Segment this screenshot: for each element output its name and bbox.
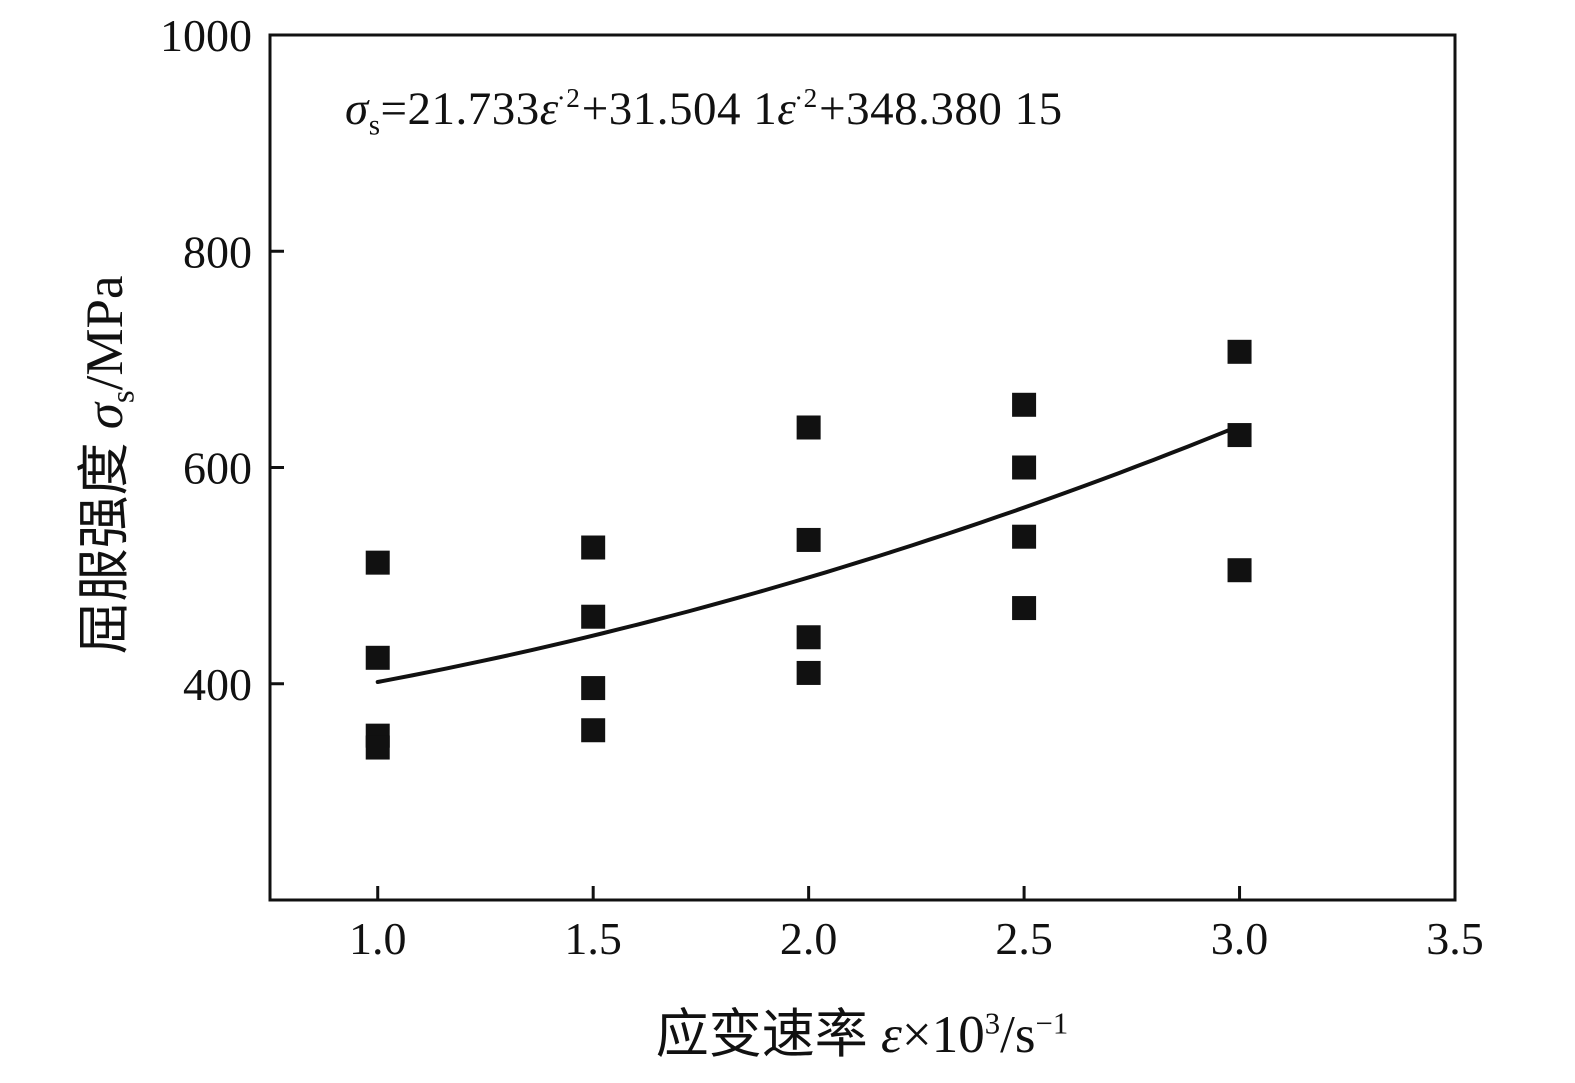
scatter-point — [796, 527, 821, 552]
scatter-point — [1227, 558, 1252, 583]
x-tick-label: 1.0 — [349, 913, 407, 964]
y-axis-unit: /MPa — [76, 275, 134, 391]
scatter-point — [581, 676, 606, 701]
x-axis-unit: /s — [1000, 1006, 1036, 1064]
x-tick-label: 3.5 — [1426, 913, 1484, 964]
x-tick-label: 3.0 — [1211, 913, 1269, 964]
y-axis-sigma: σ — [76, 403, 134, 430]
scatter-point — [365, 735, 390, 760]
y-tick-label: 800 — [183, 226, 252, 277]
scatter-point — [581, 604, 606, 629]
equation-epsilon-1-sup: ·2 — [556, 83, 581, 114]
y-axis-sigma-sub: s — [105, 390, 142, 404]
equation-term2: +31.504 1 — [581, 83, 778, 135]
scatter-point — [1012, 392, 1037, 417]
y-axis-label: 屈服强度 σs/MPa — [62, 275, 142, 655]
scatter-point — [1227, 423, 1252, 448]
y-tick-label: 1000 — [160, 10, 252, 61]
y-axis-label-text: 屈服强度 — [76, 429, 134, 655]
scatter-point — [365, 550, 390, 575]
x-tick-label: 1.5 — [564, 913, 622, 964]
equation-epsilon-2-sup: ·2 — [794, 83, 818, 114]
scatter-point — [1227, 339, 1252, 364]
scatter-point — [796, 415, 821, 440]
scatter-point — [365, 645, 390, 670]
equation-term3: +348.380 15 — [819, 83, 1063, 135]
scatter-point — [1012, 455, 1037, 480]
x-tick-label: 2.0 — [780, 913, 838, 964]
fit-equation: σs=21.733ε·2+31.504 1ε·2+348.380 15 — [345, 82, 1063, 140]
equation-epsilon-2: ε — [777, 83, 797, 135]
scatter-point — [796, 660, 821, 685]
equation-sigma-sub: s — [368, 109, 381, 142]
scatter-point — [581, 535, 606, 560]
x-axis-unit-exp: −1 — [1035, 1006, 1069, 1041]
equation-term1: =21.733 — [380, 83, 540, 135]
fit-curve — [375, 423, 1242, 684]
y-tick-label: 400 — [183, 659, 252, 710]
x-axis-epsilon: ε — [881, 1006, 902, 1064]
equation-sigma: σ — [345, 83, 369, 135]
x-axis-label: 应变速率 ε×103/s−1 — [656, 992, 1068, 1068]
x-tick-label: 2.5 — [995, 913, 1053, 964]
scatter-point — [581, 718, 606, 743]
equation-epsilon-1: ε — [539, 83, 559, 135]
scatter-point — [1012, 524, 1037, 549]
x-axis-label-text: 应变速率 — [655, 1006, 882, 1064]
y-tick-label: 600 — [183, 443, 252, 494]
x-axis-exp: 3 — [984, 1006, 1001, 1041]
scatter-point — [796, 625, 821, 650]
scatter-point — [1012, 596, 1037, 621]
plot-frame — [268, 33, 1457, 902]
x-axis-times: ×10 — [901, 1006, 985, 1064]
